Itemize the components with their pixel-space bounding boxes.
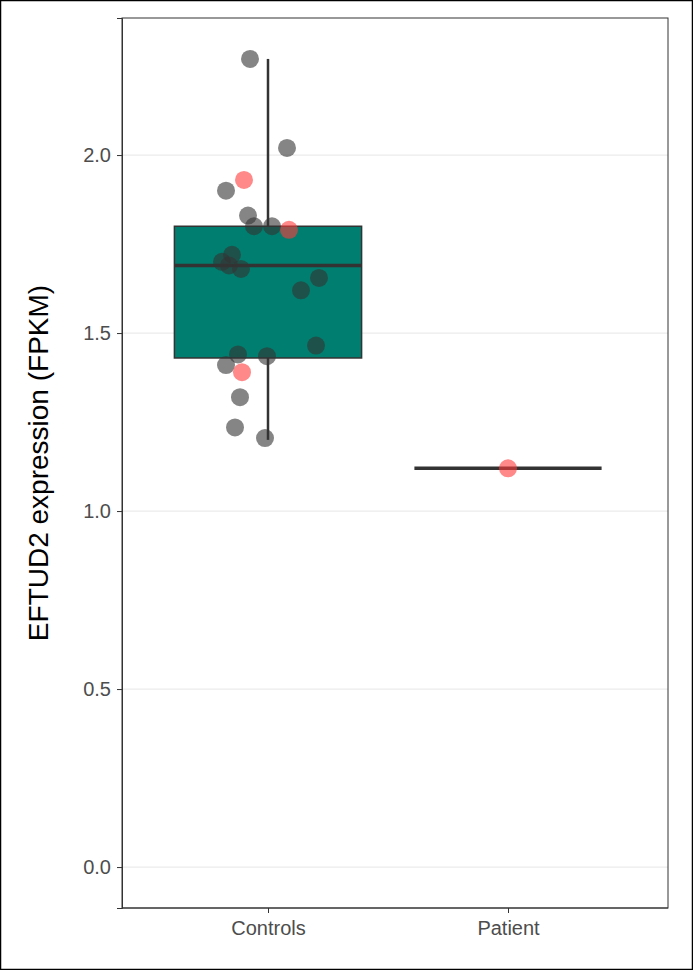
points [213,50,328,447]
point [256,429,274,447]
y-tick: 0.0 [83,856,122,878]
point [499,459,517,477]
point [310,269,328,287]
x-axis: Controls Patient [122,908,668,939]
y-tick: 0.5 [83,678,122,700]
point [235,171,253,189]
whisker-high [267,59,270,226]
y-tick-mark [117,867,122,868]
median [174,264,361,268]
y-tick-label: 0.0 [83,856,111,878]
box-body [174,226,361,358]
outer-frame [1,1,693,970]
chart: 0.0 0.5 1.0 1.5 2.0 Controls Patient EFTUD2 exp… [0,0,693,970]
panel-frame [122,18,668,908]
grid-line [122,510,668,511]
point [292,281,310,299]
x-tick-mark [268,908,269,913]
y-tick-mark [117,155,122,156]
point [245,217,263,235]
points [499,459,517,477]
y-tick: 2.0 [83,144,122,166]
point [217,356,235,374]
grid-line [122,154,668,155]
point [233,363,251,381]
grid-line [122,688,668,689]
point [231,388,249,406]
point [241,50,259,68]
box [174,59,361,440]
point [278,139,296,157]
marks [174,50,601,477]
point [232,260,250,278]
y-tick-label: 1.0 [83,500,111,522]
y-tick-label: 1.5 [83,322,111,344]
y-axis-line [117,19,123,909]
point [263,217,281,235]
point [307,337,325,355]
y-tick: 1.0 [83,500,122,522]
whisker-low [267,358,270,440]
x-axis-line [122,908,668,909]
x-tick-label: Controls [231,917,305,939]
x-tick-label: Patient [477,917,540,939]
grid [122,155,668,867]
y-axis-title: EFTUD2 expression (FPKM) [23,285,54,641]
x-tick: Patient [477,908,540,939]
y-tick: 1.5 [83,322,122,344]
y-tick-label: 2.0 [83,144,111,166]
point [217,182,235,200]
point [258,347,276,365]
y-tick-mark [117,689,122,690]
y-tick-mark [117,333,122,334]
y-tick-label: 0.5 [83,678,111,700]
grid-line [122,866,668,867]
point [280,221,298,239]
y-tick-mark [117,511,122,512]
x-tick-mark [508,908,509,913]
point [226,418,244,436]
x-tick: Controls [231,908,305,939]
y-axis: 0.0 0.5 1.0 1.5 2.0 [83,19,122,909]
